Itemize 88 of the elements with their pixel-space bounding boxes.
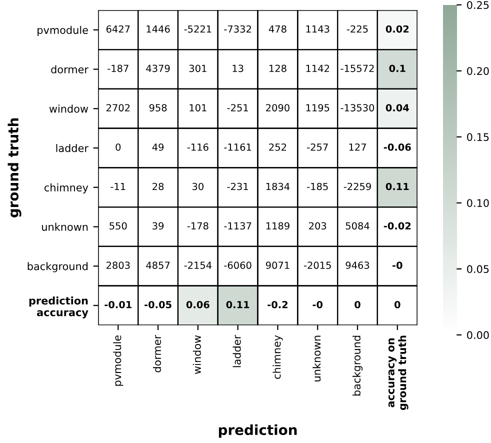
x-tick-label: accuracy on ground truth (388, 336, 408, 410)
text: 1446 (146, 25, 170, 33)
data-label: 0.02 (386, 25, 409, 33)
y-tick-label: prediction accuracy (29, 296, 88, 318)
data-label: 0.11 (226, 300, 250, 308)
color-bar-label: 0.15 (467, 133, 489, 141)
y-tick-label: ladder (56, 144, 88, 152)
text: -187 (108, 64, 128, 72)
x-tick-label: unknown (312, 336, 321, 382)
data-label: 0.06 (186, 300, 210, 308)
data-label: -0.2 (268, 300, 288, 308)
y-axis-title: ground truth (8, 118, 22, 218)
x-tick-label: dormer (153, 334, 162, 372)
color-bar-label: 0.05 (467, 265, 489, 274)
y-tick-label: background (28, 262, 88, 272)
text: -251 (227, 104, 248, 112)
text: 39 (152, 222, 164, 230)
text: 101 (190, 104, 206, 112)
text: 128 (270, 64, 286, 72)
x-tick-label: chimney (272, 335, 283, 379)
text: 1195 (306, 104, 330, 112)
y-tick-label: pvmodule (38, 26, 88, 36)
text: 13 (232, 64, 244, 72)
text: 2803 (106, 262, 130, 269)
text: 0 (116, 143, 121, 151)
color-bar-label: 0.10 (467, 199, 489, 207)
text: 1189 (266, 222, 290, 230)
y-tick-label: window (49, 104, 88, 113)
text: 203 (309, 222, 326, 230)
color-bar-label: 0.25 (467, 1, 489, 9)
text: 9463 (346, 262, 370, 269)
text: 127 (349, 143, 366, 151)
text: 5084 (346, 222, 370, 230)
text: 958 (149, 104, 167, 112)
y-tick-label: dormer (51, 65, 88, 74)
text: 4379 (146, 64, 170, 72)
text: -2015 (304, 262, 331, 269)
text: -1137 (224, 222, 252, 230)
text: -257 (307, 143, 328, 151)
text: 478 (268, 25, 286, 33)
x-tick-label: window (192, 335, 201, 374)
data-label: 0.04 (386, 104, 409, 112)
data-label: 0.1 (389, 64, 406, 72)
text: 28 (152, 182, 164, 190)
text: -231 (227, 182, 248, 190)
text: 1143 (306, 25, 330, 33)
text: 1834 (266, 182, 290, 190)
y-tick-label: unknown (42, 222, 88, 231)
text: -13530 (340, 104, 374, 112)
text: 1142 (306, 64, 330, 72)
text: 2090 (266, 104, 290, 112)
text: -2154 (184, 262, 212, 269)
x-tick-label: background (352, 336, 363, 396)
data-label: -0.02 (384, 222, 411, 230)
text: -1161 (224, 143, 252, 151)
color-bar-label: 0.20 (467, 67, 489, 75)
text: -178 (187, 222, 208, 230)
data-label: -0.05 (144, 300, 172, 308)
y-tick-label: chimney (44, 183, 88, 194)
text: 301 (189, 64, 206, 72)
text: 550 (110, 222, 127, 230)
data-label: -0.01 (104, 300, 132, 308)
text: -6060 (224, 262, 252, 269)
data-label: 0 (354, 300, 360, 308)
data-label: 0.11 (386, 182, 409, 190)
text: -116 (187, 143, 208, 151)
text: 9071 (266, 262, 290, 269)
text: -15572 (340, 64, 374, 72)
x-tick-label: ladder (232, 334, 241, 368)
color-bar-label: 0.00 (467, 331, 489, 340)
data-label: -0 (392, 262, 402, 269)
text: -225 (346, 25, 368, 33)
text: 2702 (106, 104, 130, 112)
text: -11 (110, 182, 126, 190)
text: 4857 (146, 262, 170, 269)
data-label: 0 (394, 300, 400, 308)
text: 6427 (106, 25, 130, 33)
text: -7332 (224, 25, 251, 33)
text: 30 (192, 182, 204, 190)
text: -5221 (184, 25, 212, 33)
text: -185 (307, 182, 328, 190)
data-label: -0.06 (384, 143, 411, 151)
text: 49 (152, 143, 164, 151)
x-tick-label: pvmodule (113, 335, 124, 386)
data-label: -0 (312, 300, 323, 308)
text: 252 (269, 143, 286, 151)
text: -2259 (344, 182, 371, 190)
x-axis-title: prediction (218, 424, 297, 438)
